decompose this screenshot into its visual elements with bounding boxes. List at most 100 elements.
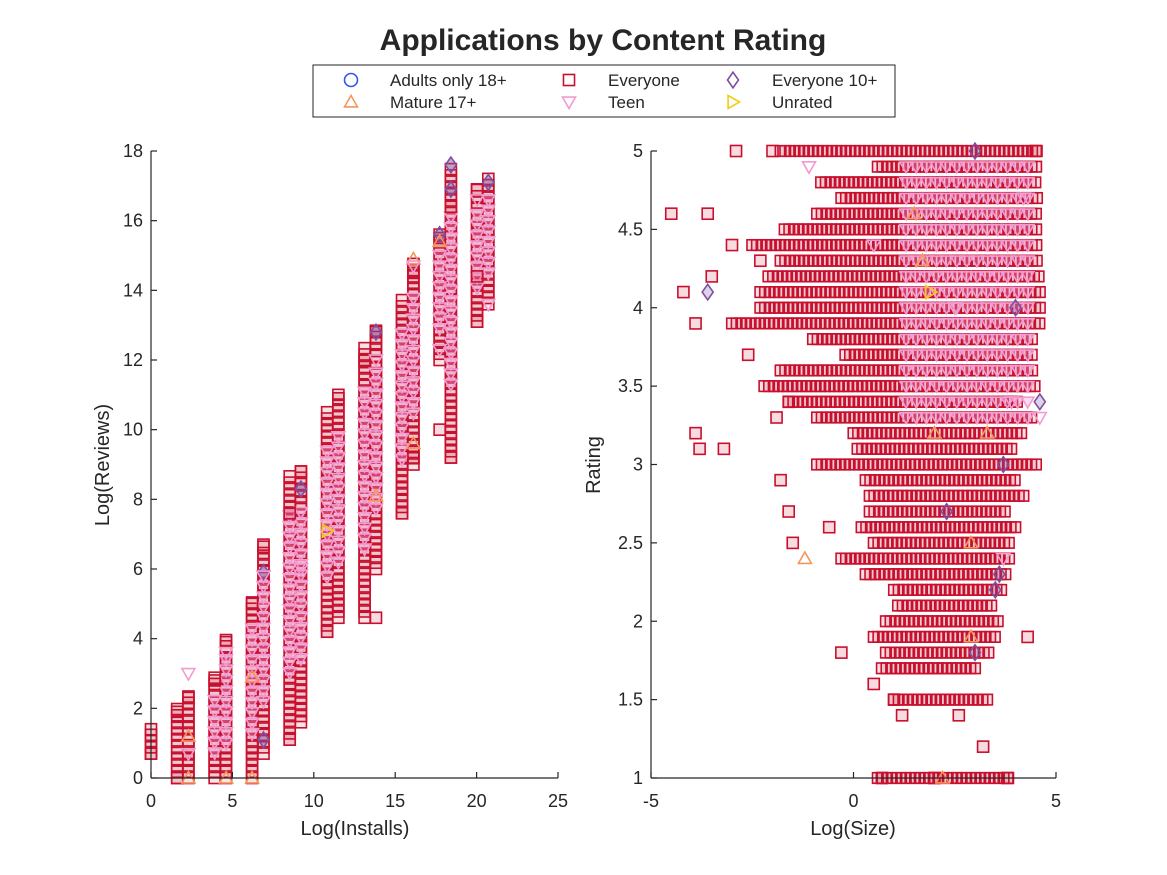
legend-label-everyone-10: Everyone 10+ bbox=[772, 71, 877, 90]
scatter-point-everyone bbox=[245, 597, 259, 611]
scatter-point-teen bbox=[946, 302, 963, 316]
scatter-point-teen bbox=[480, 298, 497, 313]
scatter-point-mature-17 bbox=[368, 487, 384, 502]
scatter-point-everyone bbox=[701, 207, 715, 221]
scatter-point-everyone bbox=[998, 505, 1011, 518]
scatter-point-everyone bbox=[1029, 144, 1043, 158]
scatter-point-everyone bbox=[283, 733, 297, 747]
scatter-point-everyone bbox=[1032, 270, 1045, 283]
scatter-point-everyone bbox=[689, 317, 702, 330]
legend-marker-teen bbox=[561, 96, 577, 111]
scatter-point-teen bbox=[928, 255, 945, 269]
scatter-point-everyone bbox=[332, 388, 345, 402]
scatter-point-teen bbox=[898, 161, 914, 175]
right-axes: -5 0 5 1 1.5 2 2.5 3 3.5 4 4.5 5 Log(Size) Rating bbox=[583, 141, 1061, 840]
scatter-point-teen bbox=[405, 260, 422, 275]
scatter-point-teen bbox=[908, 333, 924, 347]
scatter-point-teen bbox=[928, 161, 945, 175]
scatter-point-teen bbox=[1020, 270, 1036, 285]
scatter-point-teen bbox=[1020, 161, 1036, 175]
x-tick-label: 20 bbox=[467, 791, 487, 811]
scatter-point-everyone-10 bbox=[992, 565, 1006, 584]
scatter-point-teen bbox=[918, 270, 934, 285]
scatter-point-everyone bbox=[208, 674, 221, 687]
scatter-point-teen bbox=[979, 176, 995, 191]
y-tick-label: 2.5 bbox=[618, 533, 643, 553]
scatter-point-teen bbox=[949, 349, 965, 363]
scatter-point-teen bbox=[918, 208, 934, 222]
x-tick-label: 10 bbox=[304, 791, 324, 811]
scatter-point-teen bbox=[949, 396, 965, 410]
scatter-point-teen bbox=[959, 286, 975, 300]
scatter-point-teen bbox=[939, 349, 955, 363]
scatter-point-teen bbox=[939, 270, 955, 285]
scatter-point-everyone bbox=[444, 451, 458, 464]
scatter-point-everyone bbox=[770, 411, 783, 424]
scatter-point-teen bbox=[949, 208, 965, 222]
y-tick-label: 2 bbox=[633, 611, 643, 631]
scatter-point-teen bbox=[898, 286, 914, 300]
scatter-point-mature-17 bbox=[963, 534, 979, 549]
scatter-point-teen bbox=[908, 396, 924, 410]
scatter-point-everyone-10 bbox=[1009, 298, 1022, 317]
scatter-point-teen bbox=[918, 317, 934, 332]
scatter-point-teen bbox=[928, 364, 945, 379]
y-tick-label: 5 bbox=[633, 141, 643, 161]
scatter-point-teen bbox=[959, 333, 975, 347]
scatter-point-teen bbox=[969, 286, 985, 300]
scatter-point-teen bbox=[898, 255, 914, 269]
scatter-point-everyone-10 bbox=[940, 502, 954, 521]
scatter-point-teen bbox=[979, 396, 995, 410]
scatter-point-everyone bbox=[717, 442, 731, 456]
scatter-point-teen bbox=[959, 176, 975, 191]
legend-marker-everyone-10 bbox=[726, 70, 740, 90]
scatter-point-teen bbox=[999, 270, 1015, 285]
scatter-point-unrated bbox=[321, 522, 336, 539]
scatter-point-teen bbox=[469, 194, 485, 208]
scatter-point-everyone bbox=[470, 315, 484, 329]
scatter-point-teen bbox=[898, 302, 914, 316]
scatter-point-teen bbox=[918, 364, 934, 379]
scatter-point-teen bbox=[949, 317, 965, 332]
scatter-point-teen bbox=[999, 364, 1015, 379]
scatter-point-teen bbox=[918, 396, 934, 410]
scatter-point-everyone bbox=[835, 646, 848, 659]
left-scatter-marks bbox=[144, 155, 497, 785]
y-tick-label: 16 bbox=[123, 211, 143, 231]
scatter-point-teen bbox=[989, 411, 1005, 426]
scatter-point-teen bbox=[405, 292, 422, 307]
scatter-point-teen bbox=[1020, 317, 1036, 332]
scatter-point-teen bbox=[928, 396, 945, 410]
scatter-point-everyone bbox=[766, 144, 779, 158]
scatter-point-teen bbox=[999, 255, 1015, 269]
scatter-point-everyone bbox=[774, 473, 787, 487]
scatter-point-teen bbox=[1031, 411, 1048, 426]
scatter-point-everyone bbox=[705, 270, 719, 283]
y-tick-label: 6 bbox=[133, 559, 143, 579]
scatter-point-teen bbox=[949, 255, 965, 269]
scatter-point-teen bbox=[1020, 411, 1036, 426]
scatter-point-teen bbox=[368, 354, 384, 369]
scatter-point-teen bbox=[1020, 349, 1036, 363]
y-tick-label: 8 bbox=[133, 489, 143, 509]
scatter-point-teen bbox=[469, 208, 485, 223]
scatter-point-teen bbox=[480, 194, 497, 208]
scatter-point-teen bbox=[431, 249, 448, 264]
scatter-point-teen bbox=[969, 208, 985, 222]
scatter-point-everyone bbox=[1005, 442, 1018, 455]
scatter-point-teen bbox=[918, 411, 934, 426]
scatter-point-mature-17 bbox=[431, 233, 448, 248]
scatter-point-teen bbox=[939, 396, 955, 410]
scatter-point-teen bbox=[959, 161, 975, 175]
scatter-point-teen bbox=[949, 239, 965, 253]
scatter-point-everyone-10 bbox=[481, 173, 495, 192]
scatter-point-teen bbox=[969, 364, 985, 379]
scatter-point-teen bbox=[918, 380, 934, 394]
legend-marker-mature-17 bbox=[343, 93, 359, 108]
scatter-point-mature-17 bbox=[244, 769, 260, 784]
scatter-point-teen bbox=[959, 223, 975, 238]
scatter-point-teen bbox=[959, 380, 975, 394]
scatter-point-teen bbox=[1009, 380, 1026, 394]
